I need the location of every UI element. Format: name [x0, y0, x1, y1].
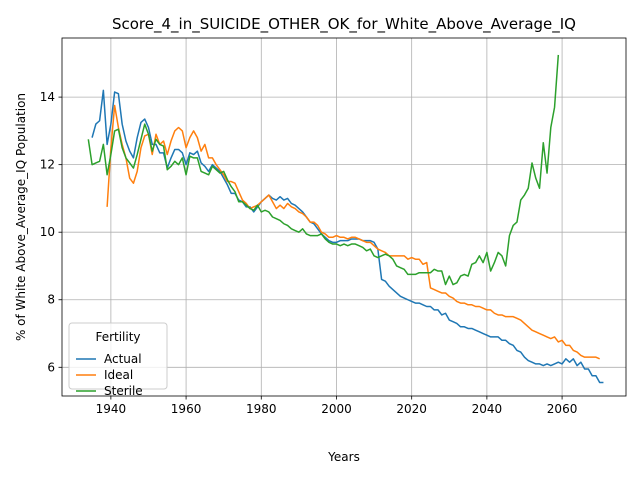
series-line-sterile [87, 54, 560, 286]
chart-title: Score_4_in_SUICIDE_OTHER_OK_for_White_Ab… [112, 15, 576, 34]
series-line-ideal [106, 104, 600, 360]
series-lines [87, 54, 604, 384]
y-tick-label: 12 [40, 158, 55, 172]
x-axis-ticks: 1940 1960 1980 2000 2020 2040 2060 [96, 396, 578, 416]
x-tick-label: 2000 [321, 402, 352, 416]
legend: Fertility Actual Ideal Sterile [68, 322, 168, 398]
y-axis-ticks: 6 8 10 12 14 [40, 90, 62, 374]
y-tick-label: 8 [47, 293, 55, 307]
x-tick-label: 2060 [547, 402, 578, 416]
x-tick-label: 1940 [96, 402, 127, 416]
plot-frame [61, 37, 627, 397]
y-tick-label: 10 [40, 225, 55, 239]
legend-items: Actual Ideal Sterile [76, 352, 143, 398]
x-tick-label: 2040 [472, 402, 503, 416]
legend-label-actual: Actual [104, 352, 142, 366]
legend-label-sterile: Sterile [104, 384, 143, 398]
legend-label-ideal: Ideal [104, 368, 133, 382]
y-axis-label: % of White Above_Average_IQ Population [14, 93, 28, 341]
grid [62, 38, 626, 396]
series-line-actual [91, 89, 604, 384]
x-tick-label: 1960 [171, 402, 202, 416]
y-tick-label: 6 [47, 360, 55, 374]
y-tick-label: 14 [40, 90, 55, 104]
legend-box [68, 322, 168, 390]
x-tick-label: 2020 [396, 402, 427, 416]
x-tick-label: 1980 [246, 402, 277, 416]
legend-title: Fertility [95, 330, 140, 344]
x-axis-label: Years [327, 450, 360, 464]
